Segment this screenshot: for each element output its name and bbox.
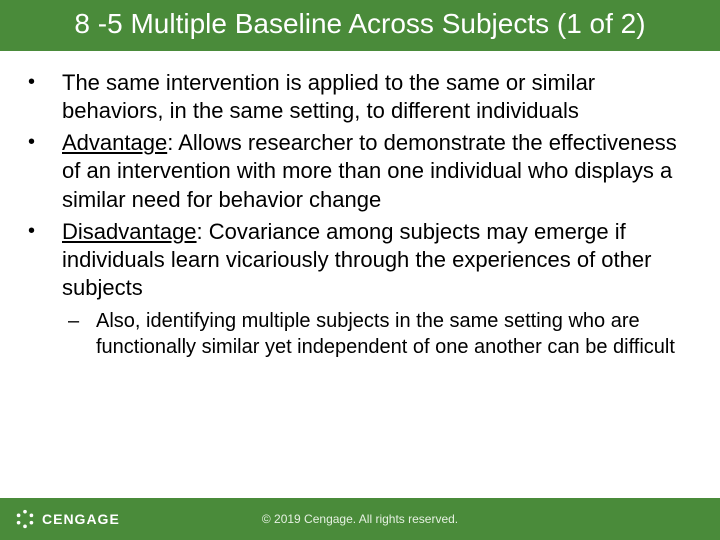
bullet-marker: •	[28, 69, 62, 125]
bullet-list: • The same intervention is applied to th…	[28, 69, 692, 302]
sub-bullet-item: – Also, identifying multiple subjects in…	[62, 308, 692, 360]
brand-text: CENGAGE	[42, 511, 120, 527]
sub-bullet-list: – Also, identifying multiple subjects in…	[62, 308, 692, 360]
bullet-text: Advantage: Allows researcher to demonstr…	[62, 129, 692, 213]
bullet-label: Disadvantage	[62, 219, 197, 244]
sub-bullet-text: Also, identifying multiple subjects in t…	[96, 308, 692, 360]
slide-title: 8 -5 Multiple Baseline Across Subjects (…	[20, 6, 700, 41]
brand-icon	[14, 508, 36, 530]
sub-bullet-marker: –	[62, 308, 96, 360]
slide: 8 -5 Multiple Baseline Across Subjects (…	[0, 0, 720, 540]
bullet-marker: •	[28, 218, 62, 302]
bullet-item: • Advantage: Allows researcher to demons…	[28, 129, 692, 213]
bullet-marker: •	[28, 129, 62, 213]
brand-logo: CENGAGE	[14, 508, 120, 530]
bullet-label: Advantage	[62, 130, 167, 155]
bullet-item: • Disadvantage: Covariance among subject…	[28, 218, 692, 302]
content-area: • The same intervention is applied to th…	[0, 51, 720, 498]
footer-bar: CENGAGE © 2019 Cengage. All rights reser…	[0, 498, 720, 540]
bullet-text: The same intervention is applied to the …	[62, 69, 692, 125]
copyright-text: © 2019 Cengage. All rights reserved.	[262, 512, 458, 526]
bullet-item: • The same intervention is applied to th…	[28, 69, 692, 125]
bullet-text: Disadvantage: Covariance among subjects …	[62, 218, 692, 302]
title-bar: 8 -5 Multiple Baseline Across Subjects (…	[0, 0, 720, 51]
